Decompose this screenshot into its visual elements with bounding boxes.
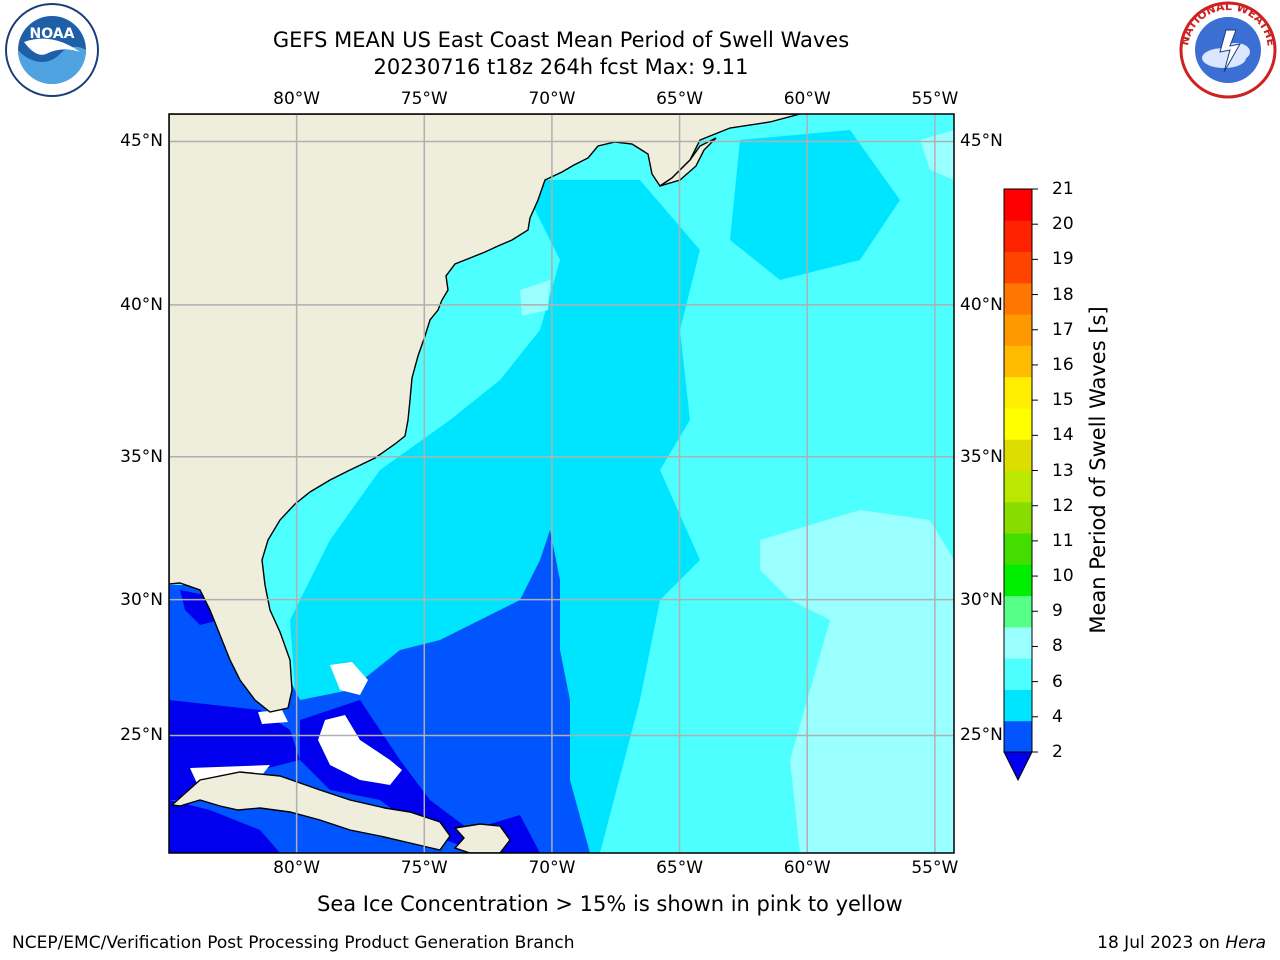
footer-right: 18 Jul 2023 on Hera [1097,933,1266,953]
lat-label-right: 25°N [960,725,1003,746]
colorbar-tick-label: 8 [1052,636,1063,657]
colorbar-block [1004,470,1032,503]
lat-label-left: 45°N [120,131,163,152]
ocean-band-4-6 [560,420,660,520]
footer-left: NCEP/EMC/Verification Post Processing Pr… [12,933,575,953]
colorbar-tick-label: 10 [1052,566,1074,587]
land-nova-scotia [659,137,717,187]
colorbar-block [1004,626,1032,659]
lon-label-top: 70°W [528,89,576,109]
colorbar-block [1004,376,1032,409]
svg-text:NOAA: NOAA [30,26,75,42]
lon-label-bottom: 55°W [911,858,959,878]
lon-label-bottom: 60°W [783,858,831,878]
colorbar-block [1004,720,1032,753]
lat-label-right: 35°N [960,446,1003,467]
colorbar-block [1004,345,1032,378]
chart-subtitle: 20230716 t18z 264h fcst Max: 9.11 [373,55,749,79]
lon-label-top: 80°W [273,89,321,109]
colorbar-block [1004,658,1032,690]
lat-label-right: 40°N [960,294,1003,315]
colorbar-tick-label: 21 [1052,179,1074,199]
lon-label-top: 60°W [783,89,831,109]
bahama-bank [318,715,402,785]
ocean-below-2 [169,800,280,853]
colorbar-tick-label: 20 [1052,214,1074,235]
colorbar-block [1004,689,1032,722]
noaa-logo: NOAA [5,3,99,97]
colorbar-tick-label: 17 [1052,319,1074,340]
colorbar-tick-label: 6 [1052,671,1063,692]
lat-label-right: 30°N [960,589,1003,610]
ocean-band-4-6 [730,130,900,280]
lon-label-top: 55°W [911,89,959,109]
colorbar-tick-label: 12 [1052,495,1074,516]
colorbar-block [1004,251,1032,284]
colorbar-block [1004,595,1032,628]
land-hispaniola [453,823,511,853]
colorbar-label: Mean Period of Swell Waves [s] [1086,306,1110,634]
colorbar-block [1004,533,1032,565]
lon-label-top: 65°W [656,89,704,109]
colorbar-extend-min [1003,751,1033,782]
ocean-below-2 [300,700,540,853]
colorbar-tick-label: 2 [1052,742,1063,762]
colorbar-tick-label: 9 [1052,601,1063,622]
lat-label-left: 40°N [120,294,163,315]
colorbar-tick-label: 18 [1052,284,1074,305]
colorbar-tick-label: 14 [1052,425,1074,446]
chart-title: GEFS MEAN US East Coast Mean Period of S… [272,28,850,52]
colorbar-tick-label: 19 [1052,249,1074,270]
bahama-bank [330,662,368,695]
lat-label-left: 30°N [120,589,163,610]
colorbar-tick-label: 15 [1052,390,1074,411]
colorbar-block [1004,501,1032,534]
lat-label-left: 25°N [120,725,163,746]
colorbar-block [1004,282,1032,315]
sea-ice-caption: Sea Ice Concentration > 15% is shown in … [317,892,903,916]
nws-logo: NATIONAL WEATHER SERVICE [1178,0,1278,99]
colorbar-block [1004,407,1032,440]
footer-machine: Hera [1225,933,1266,953]
colorbar-block [1004,439,1032,471]
map-frame [168,113,955,854]
colorbar-tick-label: 4 [1052,706,1063,727]
ocean-band-8-9 [760,510,954,853]
lon-label-top: 75°W [400,89,448,109]
bahama-bank [258,710,288,724]
colorbar-tick-label: 16 [1052,354,1074,375]
footer-date: 18 Jul 2023 on [1097,933,1226,953]
ocean-band-2-4 [169,530,590,853]
colorbar-tick-label: 13 [1052,460,1074,481]
ocean-band-8-9 [920,130,954,180]
lon-label-bottom: 70°W [528,858,576,878]
colorbar-block [1004,314,1032,346]
lat-label-right: 45°N [960,131,1003,152]
ocean-band-8-9 [520,280,550,316]
lon-label-bottom: 65°W [656,858,704,878]
lon-label-bottom: 80°W [273,858,321,878]
lat-label-left: 35°N [120,446,163,467]
colorbar-tick-label: 11 [1052,530,1074,551]
colorbar-block [1004,564,1032,597]
lon-label-bottom: 75°W [400,858,448,878]
colorbar-block [1004,189,1032,221]
ocean-below-2 [180,590,220,625]
colorbar-block [1004,220,1032,253]
